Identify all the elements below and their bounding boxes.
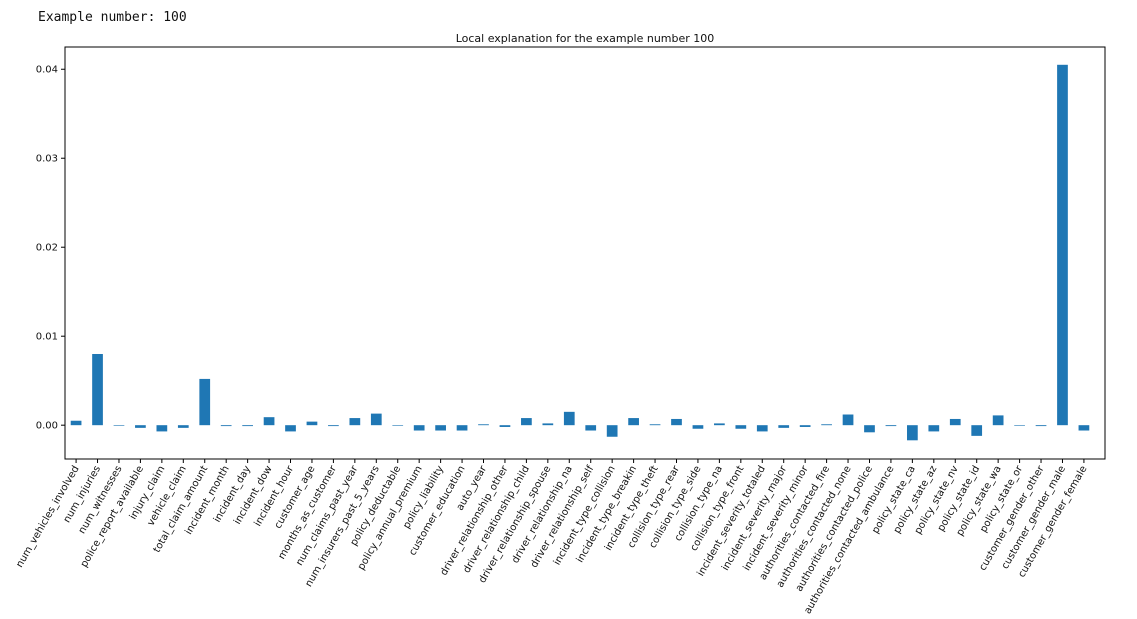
- bar-policy-deductable: [392, 425, 404, 426]
- bar-collision-type-rear: [671, 418, 682, 426]
- bar-policy-state-or: [1014, 425, 1025, 426]
- bar-incident-type-theft: [649, 424, 661, 426]
- bar-num-claims-past-year: [349, 418, 361, 426]
- bar-months-as-customer: [328, 425, 339, 427]
- bar-policy-state-az: [928, 425, 940, 432]
- y-axis: 0.00 0.01 0.02 0.03 0.04: [36, 65, 65, 432]
- plot-frame: [64, 46, 1106, 460]
- bar-incident-type-breakin: [628, 418, 639, 426]
- bar-authorities-contacted-police: [864, 425, 875, 433]
- bar-policy-liability: [435, 425, 446, 431]
- bar-policy-annual-premium: [413, 425, 425, 431]
- bar-collision-type-na: [714, 423, 725, 426]
- bar-incident-severity-major: [778, 425, 790, 428]
- bar-customer-education: [456, 425, 468, 431]
- bar-policy-state-id: [971, 425, 983, 436]
- example-number-output: Example number: 100: [38, 10, 187, 25]
- bar-incident-severity-minor: [799, 425, 811, 427]
- bar-injury-claim: [156, 425, 168, 432]
- bar-customer-gender-female: [1078, 425, 1090, 431]
- bar-policy-state-nv: [949, 418, 961, 426]
- bars-group: [70, 64, 1090, 441]
- bar-driver-relationship-spouse: [542, 423, 554, 426]
- bar-total-claim-amount: [199, 378, 211, 426]
- bar-num-insurers-past-5-years: [370, 413, 382, 426]
- bar-driver-relationship-self: [585, 425, 597, 431]
- y-tick-label: 0.00: [36, 421, 58, 432]
- bar-incident-severity-totaled: [756, 425, 768, 432]
- bar-incident-hour: [285, 425, 296, 432]
- bar-customer-gender-other: [1035, 425, 1047, 427]
- y-tick-label: 0.02: [36, 243, 58, 254]
- bar-auto-year: [478, 424, 489, 426]
- bar-incident-month: [220, 425, 232, 427]
- bar-police-report-available: [135, 425, 146, 428]
- y-tick-label: 0.04: [36, 65, 58, 76]
- bar-authorities-contacted-none: [842, 414, 854, 426]
- bar-collision-type-front: [735, 425, 747, 429]
- bar-policy-state-ca: [907, 425, 918, 441]
- x-axis: num_vehicles_involvednum_injuriesnum_wit…: [14, 459, 1090, 616]
- chart-title: Local explanation for the example number…: [456, 32, 715, 45]
- bar-collision-type-side: [692, 425, 704, 429]
- bar-customer-age: [306, 421, 318, 426]
- bar-authorities-contacted-fire: [821, 424, 832, 426]
- bar-driver-relationship-na: [563, 411, 575, 426]
- bar-incident-type-collision: [606, 425, 618, 437]
- bar-num-injuries: [92, 353, 103, 426]
- bar-vehicle-claim: [177, 425, 189, 428]
- bar-num-vehicles-involved: [70, 420, 82, 426]
- bar-incident-day: [242, 425, 253, 427]
- bar-customer-gender-male: [1057, 64, 1068, 426]
- y-tick-label: 0.01: [36, 332, 58, 343]
- bar-num-witnesses: [113, 425, 125, 426]
- bar-incident-dow: [263, 417, 275, 426]
- bar-policy-state-wa: [992, 415, 1004, 426]
- bar-authorities-contacted-ambulance: [885, 425, 897, 427]
- y-tick-label: 0.03: [36, 154, 58, 165]
- bar-driver-relationship-other: [499, 425, 511, 427]
- bar-driver-relationship-child: [521, 418, 532, 426]
